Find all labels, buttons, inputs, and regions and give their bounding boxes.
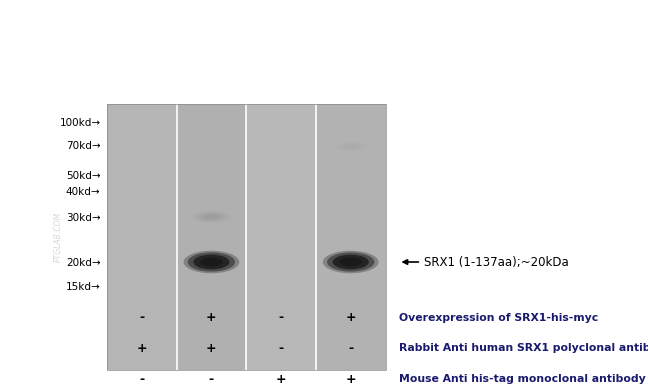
Text: 30kd→: 30kd→ — [66, 213, 100, 223]
Text: +: + — [137, 342, 147, 355]
Text: +: + — [206, 342, 216, 355]
Text: -: - — [139, 311, 145, 324]
Text: 15kd→: 15kd→ — [65, 282, 100, 292]
Ellipse shape — [192, 211, 231, 223]
Text: -: - — [279, 311, 284, 324]
Bar — [107, 104, 176, 370]
Ellipse shape — [332, 254, 369, 270]
Text: SRX1 (1-137aa);~20kDa: SRX1 (1-137aa);~20kDa — [424, 256, 569, 268]
Text: +: + — [345, 373, 356, 385]
Ellipse shape — [183, 251, 239, 273]
Ellipse shape — [340, 258, 362, 266]
Text: PTGLAB.COM: PTGLAB.COM — [54, 212, 63, 262]
Text: 100kd→: 100kd→ — [60, 117, 100, 127]
Ellipse shape — [327, 253, 375, 271]
Text: 50kd→: 50kd→ — [66, 171, 100, 181]
Text: -: - — [348, 342, 353, 355]
Ellipse shape — [200, 258, 222, 266]
Text: +: + — [345, 311, 356, 324]
Text: Mouse Anti his-tag monoclonal antibody: Mouse Anti his-tag monoclonal antibody — [399, 374, 645, 384]
Bar — [246, 104, 316, 370]
Ellipse shape — [335, 142, 366, 151]
Text: +: + — [206, 311, 216, 324]
Ellipse shape — [323, 251, 378, 273]
Ellipse shape — [203, 214, 219, 219]
Text: -: - — [139, 373, 145, 385]
Text: Overexpression of SRX1-his-myc: Overexpression of SRX1-his-myc — [399, 313, 597, 323]
Text: 40kd→: 40kd→ — [66, 187, 100, 197]
Text: +: + — [276, 373, 286, 385]
Text: Rabbit Anti human SRX1 polyclonal antibody: Rabbit Anti human SRX1 polyclonal antibo… — [399, 343, 648, 353]
Text: -: - — [209, 373, 214, 385]
Text: 70kd→: 70kd→ — [66, 141, 100, 151]
Bar — [316, 104, 386, 370]
Ellipse shape — [193, 254, 229, 270]
Bar — [176, 104, 246, 370]
Text: -: - — [279, 342, 284, 355]
Bar — [107, 104, 386, 370]
Ellipse shape — [341, 144, 360, 149]
Text: 20kd→: 20kd→ — [66, 258, 100, 268]
Ellipse shape — [198, 213, 225, 221]
Ellipse shape — [188, 253, 235, 271]
